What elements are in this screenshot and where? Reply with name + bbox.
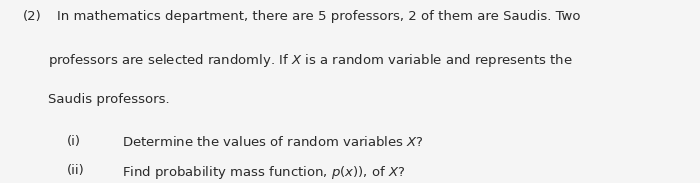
Text: professors are selected randomly. If $\mathit{X}$ is a random variable and repre: professors are selected randomly. If $\m… — [48, 52, 573, 69]
Text: (2): (2) — [22, 10, 41, 23]
Text: Find probability mass function, $\mathit{p}$($\mathit{x}$)), of $\mathit{X}$?: Find probability mass function, $\mathit… — [122, 164, 406, 181]
Text: Determine the values of random variables $\mathit{X}$?: Determine the values of random variables… — [122, 135, 424, 149]
Text: (i): (i) — [66, 135, 80, 147]
Text: Saudis professors.: Saudis professors. — [48, 93, 169, 106]
Text: In mathematics department, there are 5 professors, 2 of them are Saudis. Two: In mathematics department, there are 5 p… — [57, 10, 581, 23]
Text: (ii): (ii) — [66, 164, 84, 177]
